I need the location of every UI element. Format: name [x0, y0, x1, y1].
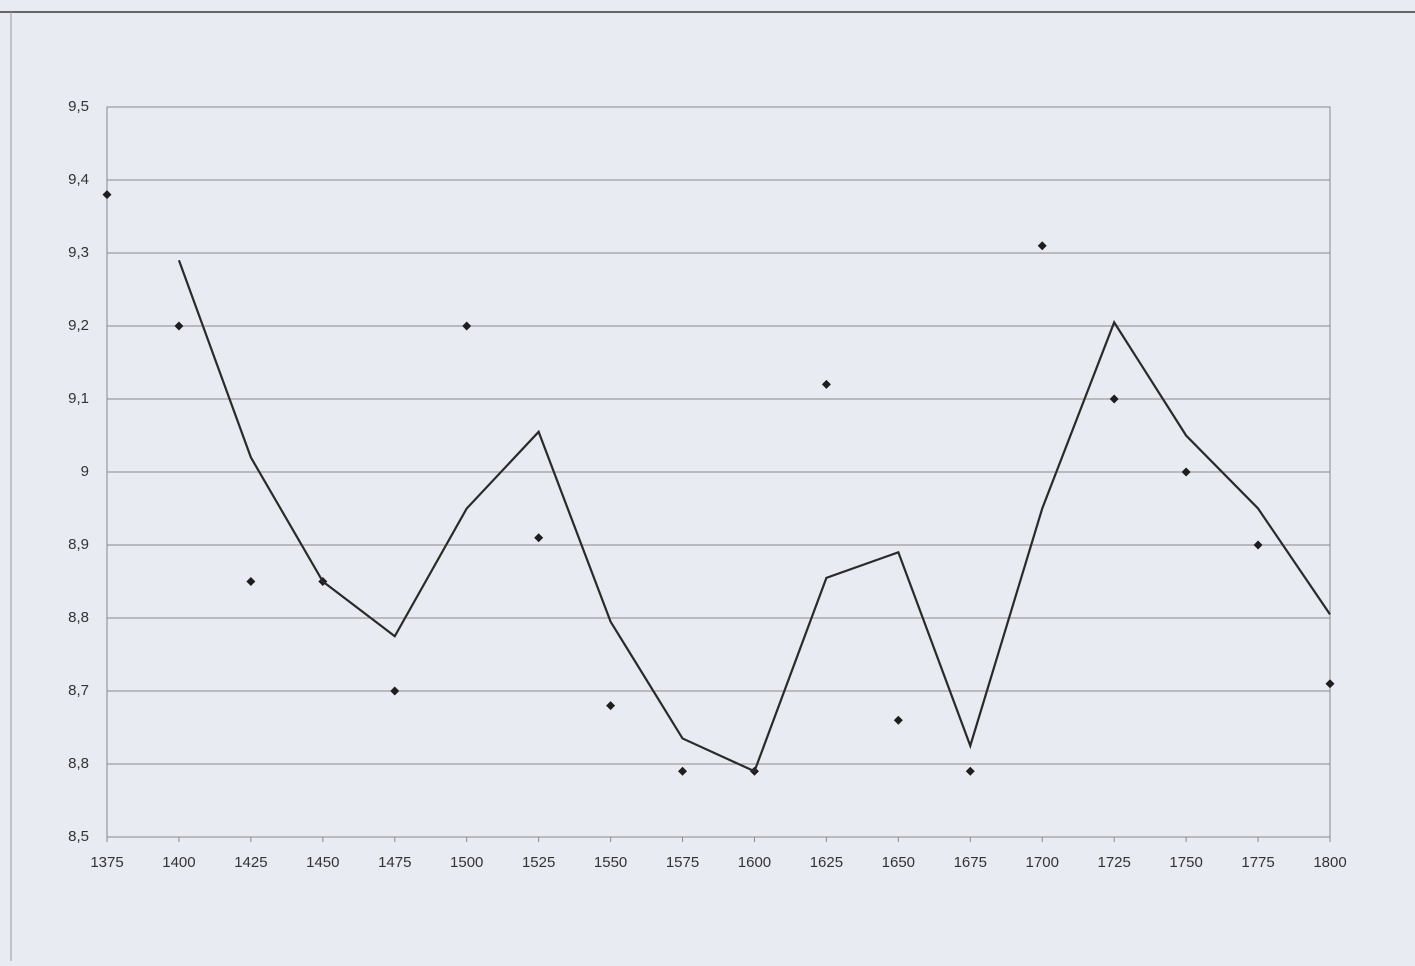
x-tick-label: 1775 — [1241, 854, 1274, 871]
x-tick-label: 1575 — [666, 854, 699, 871]
data-point — [1253, 540, 1263, 550]
y-tick-label: 8,5 — [68, 828, 89, 845]
data-point — [390, 686, 400, 696]
data-point — [965, 766, 975, 776]
data-line — [177, 259, 1331, 773]
x-tick-label: 1800 — [1313, 854, 1346, 871]
data-point — [102, 190, 112, 200]
y-tick-label: 9,4 — [68, 171, 89, 188]
data-point — [534, 533, 544, 543]
y-tick-label: 9,1 — [68, 390, 89, 407]
data-point — [246, 577, 256, 586]
x-tick-label: 1600 — [738, 854, 771, 871]
data-point — [678, 766, 688, 776]
data-point — [893, 715, 903, 725]
x-tick-label: 1650 — [882, 854, 915, 871]
data-point — [606, 701, 616, 711]
y-tick-label: 8,7 — [68, 682, 89, 699]
x-tick-label: 1625 — [810, 854, 843, 871]
data-point — [1181, 467, 1191, 477]
x-tick-label: 1400 — [162, 854, 195, 871]
x-tick-label: 1525 — [522, 854, 555, 871]
x-tick-label: 1450 — [306, 854, 339, 871]
x-tick-label: 1725 — [1097, 854, 1130, 871]
x-tick-label: 1750 — [1169, 854, 1202, 871]
x-tick-label: 1375 — [90, 854, 123, 871]
y-tick-label: 9,2 — [68, 317, 89, 334]
x-tick-label: 1550 — [594, 854, 627, 871]
y-tick-label: 8,9 — [68, 536, 89, 553]
data-point — [1109, 394, 1119, 404]
data-point — [462, 321, 472, 331]
y-tick-label: 9,5 — [68, 98, 89, 115]
x-tick-label: 1425 — [234, 854, 267, 871]
y-tick-label: 8,8 — [68, 755, 89, 772]
y-tick-label: 9 — [81, 463, 89, 480]
y-tick-label: 8,8 — [68, 609, 89, 626]
data-point — [174, 321, 184, 331]
x-tick-label: 1700 — [1026, 854, 1059, 871]
x-tick-label: 1500 — [450, 854, 483, 871]
data-point — [1037, 241, 1047, 251]
data-point — [1325, 679, 1335, 689]
x-tick-label: 1475 — [378, 854, 411, 871]
x-tick-label: 1675 — [954, 854, 987, 871]
y-tick-label: 9,3 — [68, 244, 89, 261]
data-point — [821, 379, 831, 389]
